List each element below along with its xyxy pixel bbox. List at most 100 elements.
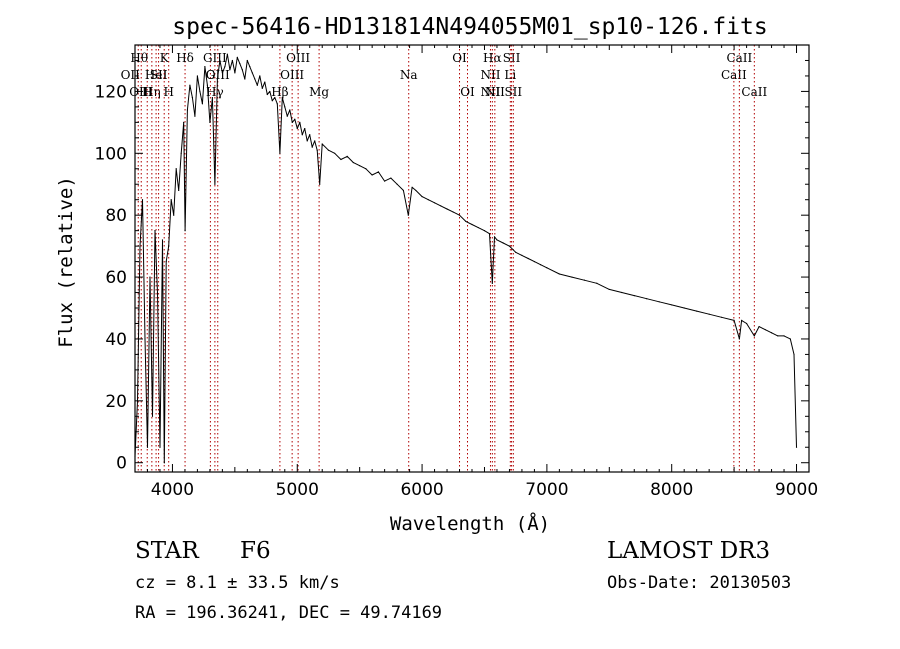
spectrum-point <box>289 109 291 111</box>
y-tick-label: 60 <box>105 268 127 288</box>
spectrum-point <box>452 211 454 213</box>
spectrum-point <box>488 233 491 235</box>
spectrum-point <box>204 66 206 68</box>
spectrum-point <box>371 174 373 176</box>
spectrum-point <box>144 338 146 340</box>
spectrum-point <box>390 177 392 179</box>
spectrum-point <box>311 146 313 148</box>
ra-dec-text: RA = 196.36241, DEC = 49.74169 <box>135 603 443 623</box>
spectrum-point <box>266 93 268 96</box>
spectrum-point <box>261 87 263 89</box>
spectrum-point <box>708 313 710 315</box>
spectrum-point <box>249 66 251 68</box>
spectrum-point <box>184 230 186 232</box>
spectrum-point <box>533 260 536 263</box>
spectrum-point <box>146 446 149 448</box>
spectrum-point <box>433 202 436 204</box>
spectrum-point <box>411 186 413 188</box>
x-tick-label: 7000 <box>525 480 568 500</box>
line-marker-label: SII <box>504 85 522 99</box>
spectrum-point <box>546 267 548 269</box>
spectrum-point <box>306 140 308 142</box>
spectrum-point <box>211 97 213 99</box>
spectrum-point <box>733 319 735 321</box>
spectrum-point <box>396 183 398 185</box>
spectrum-point <box>671 304 673 306</box>
spectrum-point <box>421 196 423 198</box>
spectrum-point <box>314 140 316 142</box>
subclass-label: F6 <box>240 538 271 564</box>
spectrum-point <box>352 161 355 164</box>
spectrum-point <box>783 335 785 337</box>
spectrum-point <box>683 307 685 309</box>
spectrum-point <box>415 189 417 192</box>
spectrum-point <box>458 214 461 216</box>
y-tick-label: 20 <box>105 392 127 412</box>
spectrum-point <box>296 127 298 130</box>
spectrum-point <box>214 183 216 185</box>
spectrum-point <box>608 288 610 291</box>
spectrum-point <box>753 335 755 337</box>
spectrum-point <box>764 329 766 331</box>
x-tick-label: 6000 <box>400 480 443 500</box>
spectrum-point <box>319 183 321 185</box>
line-marker-label: Hθ <box>130 51 148 65</box>
spectrum-point <box>758 325 760 328</box>
spectrum-point <box>264 81 266 83</box>
spectrum-point <box>226 53 228 55</box>
spectrum-point <box>777 335 779 337</box>
spectrum-point <box>256 84 258 86</box>
spectrum-point <box>321 143 323 145</box>
spectrum-point <box>521 254 523 257</box>
survey-label: LAMOST DR3 <box>607 538 771 564</box>
x-axis-label: Wavelength (Å) <box>390 512 550 535</box>
spectrum-point <box>221 72 223 74</box>
chart-title: spec-56416-HD131814N494055M01_sp10-126.f… <box>172 14 767 40</box>
spectrum-point <box>365 168 367 170</box>
line-marker-label: OIII <box>280 68 304 82</box>
spectrum-point <box>168 245 170 247</box>
spectrum-point <box>483 230 486 232</box>
spectrum-point <box>738 338 740 340</box>
spectrum-point <box>795 446 798 448</box>
spectrum-point <box>180 152 182 154</box>
class-label: STAR <box>135 538 199 564</box>
spectrum-point <box>384 180 386 182</box>
line-marker-label: CaII <box>721 68 747 82</box>
spectrum-point <box>284 106 286 108</box>
spectrum-point <box>183 121 185 123</box>
spectrum-point <box>508 245 511 247</box>
spectrum-point <box>219 59 221 62</box>
spectrum-point <box>502 242 504 244</box>
spectrum-point <box>621 291 623 294</box>
y-axis-label: Flux (relative) <box>55 176 77 348</box>
spectrum-point <box>178 189 180 192</box>
x-tick-label: 4000 <box>151 480 194 500</box>
spectrum-point <box>407 214 409 216</box>
spectrum-point <box>309 134 311 136</box>
spectrum-point <box>334 152 336 154</box>
line-marker-label: Na <box>400 68 418 82</box>
spectrum-point <box>186 109 189 111</box>
spectrum-point <box>770 332 773 334</box>
spectrum-point <box>139 245 141 247</box>
spectrum-line <box>134 53 797 464</box>
spectrum-point <box>201 103 203 105</box>
spectrum-point <box>281 97 283 99</box>
line-marker-label: GIII <box>203 51 227 65</box>
y-tick-label: 100 <box>95 144 127 164</box>
spectrum-point <box>633 295 635 297</box>
spectrum-point <box>173 214 175 216</box>
spectrum-point <box>596 282 598 284</box>
spectrum-point <box>304 127 306 130</box>
spectrum-point <box>269 90 271 93</box>
spectrum-point <box>346 155 348 157</box>
spectrum-point <box>149 276 151 278</box>
line-marker-label: HeI <box>145 68 168 82</box>
line-marker-label: OI <box>460 85 475 99</box>
spectrum-point <box>254 78 256 80</box>
spectrum-point <box>156 291 159 294</box>
spectrum-point <box>721 316 723 318</box>
spectrum-point <box>294 118 296 120</box>
